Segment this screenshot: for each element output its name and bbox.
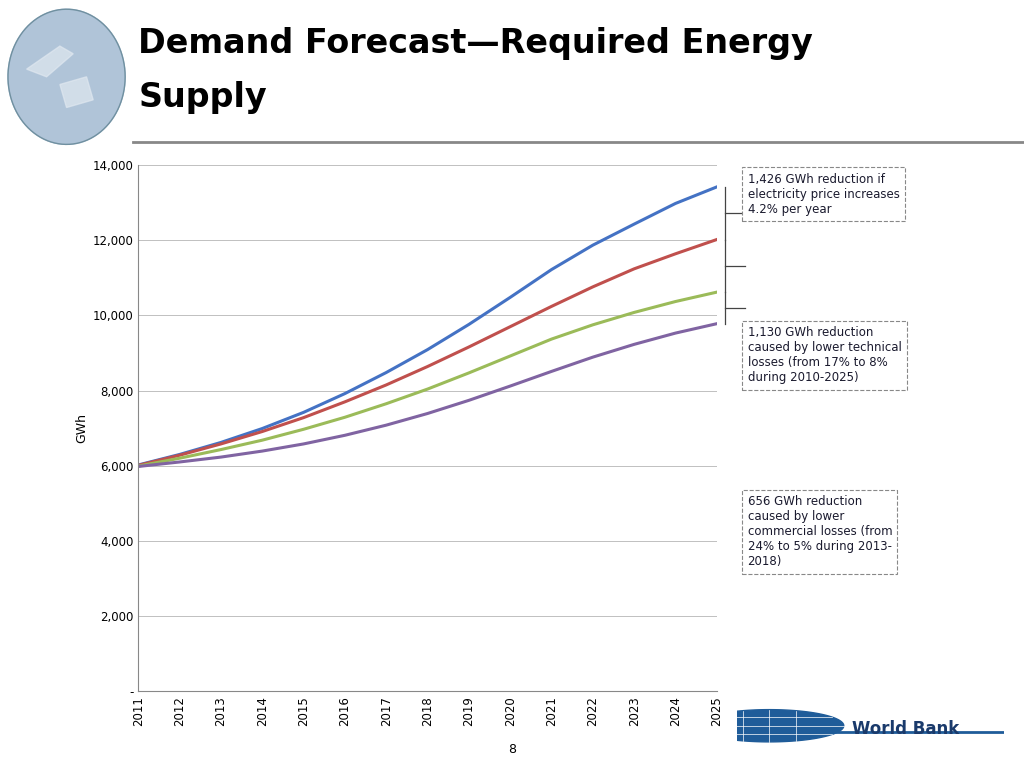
Polygon shape <box>59 77 93 108</box>
Text: 8: 8 <box>508 743 516 756</box>
Text: 1,426 GWh reduction if
electricity price increases
4.2% per year: 1,426 GWh reduction if electricity price… <box>748 173 899 216</box>
Polygon shape <box>27 46 74 77</box>
Text: 1,130 GWh reduction
caused by lower technical
losses (from 17% to 8%
during 2010: 1,130 GWh reduction caused by lower tech… <box>748 326 901 385</box>
Y-axis label: GWh: GWh <box>76 413 88 443</box>
Text: World Bank: World Bank <box>852 720 959 737</box>
Text: Supply: Supply <box>138 81 267 114</box>
Polygon shape <box>8 9 125 144</box>
Polygon shape <box>694 710 844 742</box>
Text: Demand Forecast—Required Energy: Demand Forecast—Required Energy <box>138 27 813 60</box>
Text: 656 GWh reduction
caused by lower
commercial losses (from
24% to 5% during 2013-: 656 GWh reduction caused by lower commer… <box>748 495 892 568</box>
